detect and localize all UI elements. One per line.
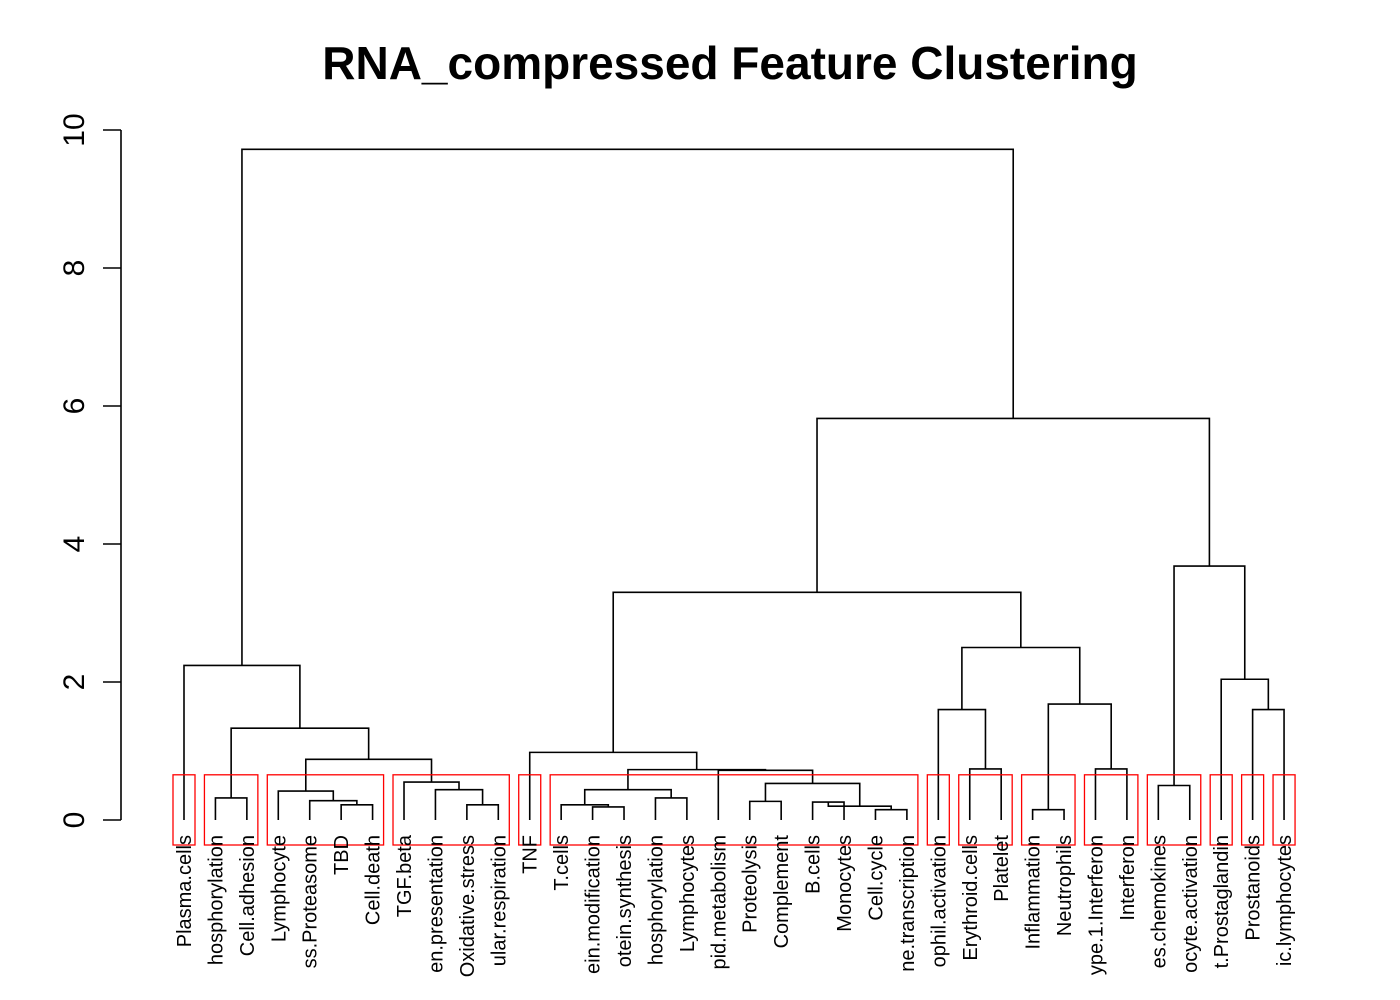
- dendrogram-merge: [874, 808, 908, 820]
- leaf-label: ular.respiration: [488, 835, 510, 966]
- leaf-label: TNF: [520, 835, 542, 874]
- leaf-label: Platelet: [991, 835, 1013, 902]
- leaf-label: TGF.beta: [394, 834, 416, 917]
- cluster-box: [926, 774, 950, 846]
- dendrogram-merge: [183, 664, 301, 820]
- cluster-box: [549, 774, 919, 846]
- dendrogram-merge: [466, 804, 500, 820]
- y-tick-label: 0: [58, 812, 91, 829]
- leaf-label: pid.metabolism: [708, 835, 730, 970]
- leaf-label: Prostanoids: [1243, 835, 1265, 941]
- cluster-box: [1209, 774, 1233, 846]
- leaf-label: es.chemokines: [1148, 835, 1170, 968]
- cluster-box: [1272, 774, 1296, 846]
- leaf-label: Interferon: [1117, 835, 1139, 921]
- dendrogram-merge: [308, 799, 358, 820]
- dendrogram-merge: [968, 768, 1002, 820]
- leaf-label: Erythroid.cells: [960, 835, 982, 961]
- leaf-label: ype.1.Interferon: [1085, 835, 1107, 975]
- cluster-box: [958, 774, 1013, 846]
- cluster-box: [1240, 774, 1265, 846]
- dendrogram-merge: [816, 417, 1211, 593]
- dendrogram-merge: [214, 797, 248, 820]
- dendrogram-merge: [277, 790, 335, 820]
- dendrogram-merge: [1220, 678, 1270, 820]
- chart-title: RNA_compressed Feature Clustering: [322, 37, 1137, 89]
- leaf-labels: Plasma.cells hosphorylation Cell.adhesion L…: [174, 834, 1296, 977]
- leaf-label: Oxidative.stress: [457, 835, 479, 977]
- dendrogram-merge: [961, 646, 1081, 710]
- leaf-label: hosphorylation: [645, 835, 667, 965]
- y-tick-label: 2: [58, 674, 91, 691]
- leaf-label: ein.modification: [583, 835, 605, 974]
- y-axis: 0 2 4 6 8 10: [58, 113, 122, 829]
- cluster-box: [1083, 774, 1139, 846]
- leaf-label: ne.transcription: [897, 835, 919, 972]
- cluster-box: [203, 774, 259, 846]
- leaf-label: Lymphocyte: [268, 835, 290, 942]
- leaf-label: ocyte.activation: [1180, 835, 1202, 973]
- dendrogram-merge: [1031, 808, 1065, 820]
- dendrogram-merge: [937, 708, 987, 820]
- leaf-label: Proteolysis: [740, 835, 762, 933]
- leaf-label: B.cells: [803, 835, 825, 894]
- cluster-box: [518, 774, 542, 846]
- leaf-label: Plasma.cells: [174, 835, 196, 947]
- dendrogram-merge: [403, 781, 460, 820]
- leaf-label: t.Prostaglandin: [1211, 835, 1233, 968]
- y-tick-label: 10: [58, 113, 91, 146]
- dendrogram-merge: [748, 800, 782, 820]
- leaf-label: Cell.death: [363, 835, 385, 925]
- leaf-label: en.presentation: [425, 835, 447, 973]
- dendrogram-merge: [627, 768, 767, 790]
- leaf-label: Cell.adhesion: [237, 835, 259, 956]
- dendrogram-merge: [1157, 784, 1191, 820]
- leaf-label: otein.synthesis: [614, 835, 636, 967]
- leaf-label: Inflammation: [1023, 835, 1045, 950]
- y-tick-label: 8: [58, 260, 91, 277]
- leaf-label: hosphorylation: [205, 835, 227, 965]
- leaf-label: T.cells: [551, 835, 573, 891]
- leaf-label: Lymphocytes: [677, 835, 699, 952]
- y-tick-label: 6: [58, 398, 91, 415]
- leaf-label: Complement: [771, 835, 793, 949]
- cluster-box: [266, 774, 385, 846]
- dendrogram-merge: [241, 148, 1015, 666]
- leaf-label: TBD: [331, 835, 353, 875]
- dendrogram-merge: [1173, 565, 1246, 786]
- dendrogram-merge: [654, 797, 688, 820]
- cluster-box: [1020, 774, 1076, 846]
- leaf-label: ophil.activation: [928, 835, 950, 967]
- leaf-label: ss.Proteasome: [300, 835, 322, 968]
- dendrogram-merge: [528, 751, 698, 820]
- cluster-box: [1146, 774, 1202, 846]
- dendrogram-merge: [1251, 708, 1285, 820]
- dendrogram-merge: [230, 727, 370, 798]
- leaf-label: Cell.cycle: [865, 835, 887, 921]
- dendrogram-merge: [340, 804, 374, 820]
- dendrogram-merge: [1047, 703, 1112, 810]
- cluster-box: [172, 774, 196, 846]
- leaf-label: Neutrophils: [1054, 835, 1076, 936]
- dendrogram-branches: [183, 148, 1285, 820]
- leaf-label: Monocytes: [834, 835, 856, 932]
- dendrogram-merge: [612, 591, 1022, 753]
- dendrogram-merge: [1094, 768, 1128, 820]
- cluster-box: [392, 774, 510, 846]
- leaf-label: ic.lymphocytes: [1274, 835, 1296, 966]
- y-tick-label: 4: [58, 536, 91, 553]
- cluster-boxes: [172, 774, 1296, 846]
- dendrogram-merge: [591, 806, 625, 820]
